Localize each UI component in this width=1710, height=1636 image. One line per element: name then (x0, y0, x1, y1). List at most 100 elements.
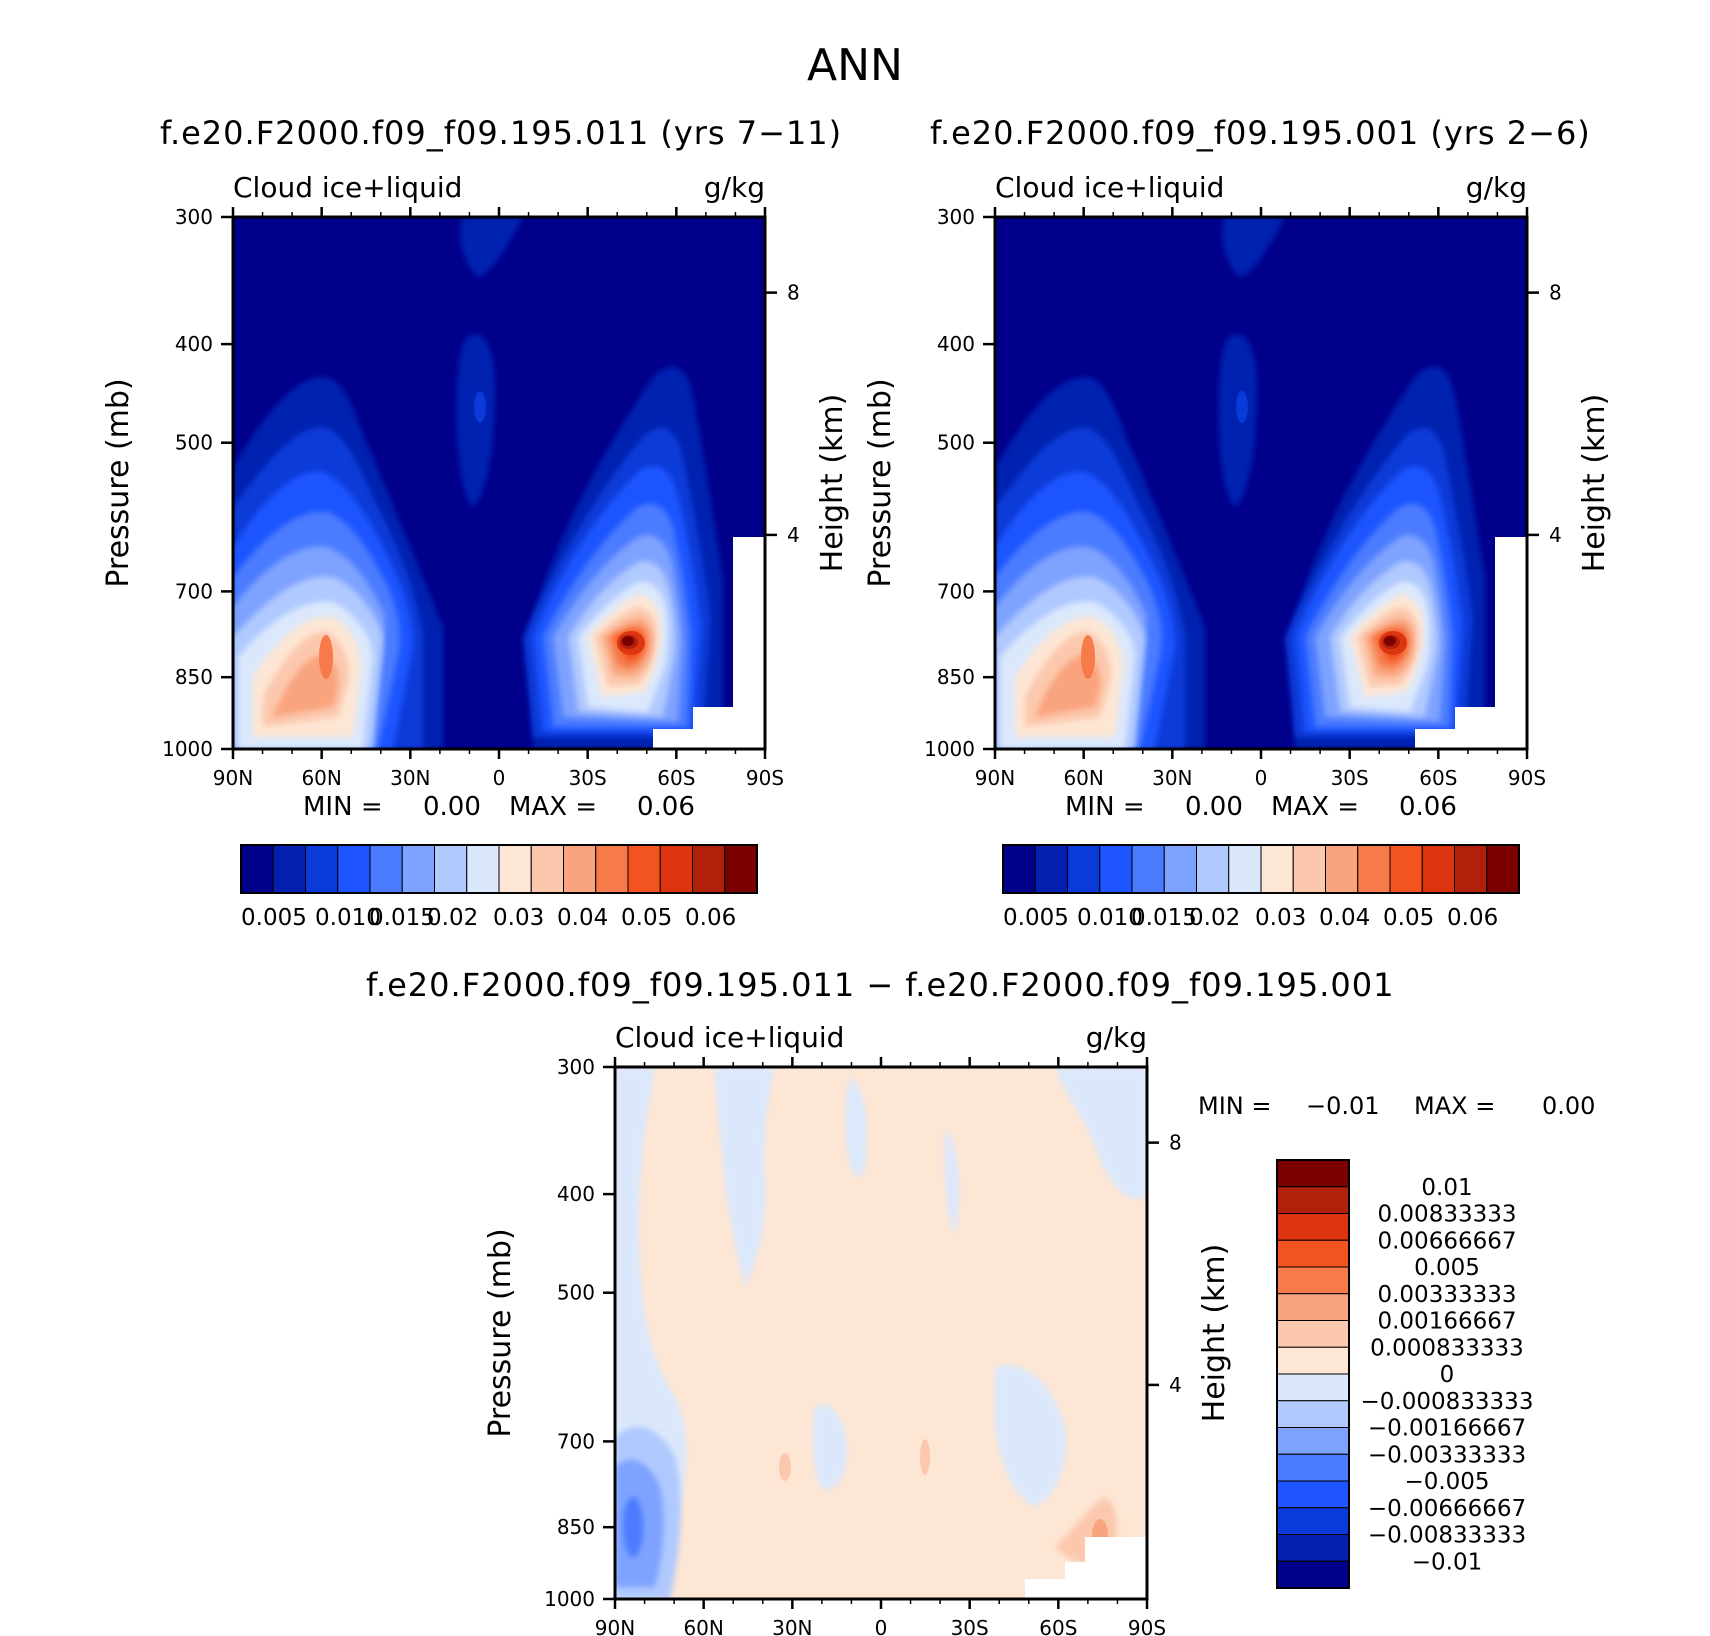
x-tick-label: 90S (746, 766, 784, 790)
height-tick-label: 4 (787, 523, 800, 547)
units-label: g/kg (704, 171, 765, 204)
colorbar-swatch (1454, 844, 1488, 894)
variable-label: Cloud ice+liquid (233, 171, 462, 204)
colorbar-swatch (401, 844, 435, 894)
y-axis-label: Pressure (mb) (101, 378, 136, 587)
y-axis-label: Pressure (mb) (863, 378, 898, 587)
colorbar-label: 0.06 (685, 905, 736, 931)
y-tick-label: 500 (175, 431, 213, 455)
colorbar-swatch (1276, 1213, 1350, 1241)
height-tick-label: 8 (787, 281, 800, 305)
y-tick-label: 700 (937, 579, 975, 603)
colorbar-label: 0.00833333 (1377, 1202, 1516, 1228)
units-label: g/kg (1466, 171, 1527, 204)
colorbar-swatch (1276, 1427, 1350, 1455)
colorbar-label: 0.005 (241, 905, 307, 931)
colorbar-swatch (1276, 1480, 1350, 1509)
y-tick-label: 850 (175, 665, 213, 689)
x-tick-label: 60S (657, 766, 695, 790)
colorbar-swatch (240, 844, 274, 894)
x-tick-label: 60N (1063, 766, 1103, 790)
colorbar-label: 0.03 (1255, 905, 1306, 931)
max-label: MAX = (1414, 1092, 1495, 1120)
min-label: MIN = (1065, 792, 1145, 822)
x-tick-label: 60N (301, 766, 341, 790)
colorbar-label: 0.05 (621, 905, 672, 931)
height-tick-label: 4 (1169, 1373, 1182, 1397)
colorbar-swatch (1163, 844, 1197, 894)
x-tick-label: 30S (569, 766, 607, 790)
colorbar-label: 0.00333333 (1377, 1282, 1516, 1308)
colorbar-swatch (1276, 1373, 1350, 1402)
x-tick-label: 30S (951, 1616, 989, 1636)
y-tick-label: 400 (175, 332, 213, 356)
min-label: MIN = (1198, 1092, 1271, 1120)
plot-layer: 90N 60N 30N 0 30S 60S 90S 300 400 500 700 850 1000 8 4… (101, 171, 1612, 1636)
x-tick-label: 60S (1419, 766, 1457, 790)
colorbar-swatch (1486, 844, 1520, 894)
min-value: 0.00 (423, 792, 481, 822)
colorbar-label: 0.05 (1383, 905, 1434, 931)
x-tick-label: 30N (772, 1616, 812, 1636)
colorbar-label: 0.005 (1003, 905, 1069, 931)
max-value: 0.06 (1399, 792, 1457, 822)
colorbar-swatch (595, 844, 629, 894)
colorbar-swatch (1276, 1320, 1350, 1348)
max-value: 0.00 (1542, 1092, 1595, 1120)
colorbar-swatch (1357, 844, 1391, 894)
colorbar-swatch (498, 844, 532, 894)
colorbar-swatch (627, 844, 661, 894)
y-axis-label: Pressure (mb) (483, 1228, 518, 1437)
x-tick-label: 0 (875, 1616, 888, 1636)
height-axis-label: Height (km) (1577, 394, 1612, 573)
colorbar-swatch (1276, 1560, 1350, 1589)
y-tick-label: 1000 (544, 1587, 595, 1611)
colorbar-label: 0.04 (557, 905, 608, 931)
colorbar-swatch (1276, 1534, 1350, 1562)
y-tick-label: 1000 (162, 737, 213, 761)
height-tick-label: 4 (1549, 523, 1562, 547)
colorbar-swatch (1196, 844, 1230, 894)
y-tick-label: 500 (557, 1281, 595, 1305)
colorbar-label: 0.015 (369, 905, 435, 931)
x-tick-label: 90S (1128, 1616, 1166, 1636)
colorbar-swatch (1228, 844, 1262, 894)
colorbar-swatch (1276, 1239, 1350, 1268)
x-tick-label: 90N (975, 766, 1015, 790)
colorbar-swatch (369, 844, 403, 894)
colorbar-swatch (1325, 844, 1359, 894)
y-tick-label: 700 (557, 1429, 595, 1453)
colorbar-label: 0.00666667 (1377, 1228, 1516, 1254)
panel-title-control: f.e20.F2000.f09_f09.195.001 (yrs 2−6) (930, 114, 1591, 152)
colorbar-label: 0.04 (1319, 905, 1370, 931)
colorbar-swatch (337, 844, 371, 894)
colorbar-swatch (1276, 1266, 1350, 1295)
colorbar-frame (1002, 844, 1520, 894)
max-label: MAX = (1271, 792, 1359, 822)
colorbar-swatch (563, 844, 597, 894)
y-tick-label: 300 (557, 1055, 595, 1079)
x-tick-label: 30S (1331, 766, 1369, 790)
colorbar-label: −0.00333333 (1368, 1442, 1526, 1468)
height-axis-label: Height (km) (1197, 1244, 1232, 1423)
colorbar-label: 0.005 (1414, 1255, 1480, 1281)
x-tick-label: 30N (390, 766, 430, 790)
height-tick-label: 8 (1549, 281, 1562, 305)
colorbar-swatch (466, 844, 500, 894)
variable-label: Cloud ice+liquid (995, 171, 1224, 204)
x-tick-label: 0 (493, 766, 506, 790)
y-tick-label: 850 (557, 1515, 595, 1539)
colorbar-swatch (305, 844, 339, 894)
panel-title-case: f.e20.F2000.f09_f09.195.011 (yrs 7−11) (160, 114, 843, 152)
colorbar-swatch (1276, 1453, 1350, 1482)
colorbar-swatch (530, 844, 564, 894)
colorbar-swatch (692, 844, 726, 894)
colorbar-swatch (434, 844, 468, 894)
height-tick-label: 8 (1169, 1131, 1182, 1155)
colorbar-label: −0.00833333 (1368, 1523, 1526, 1549)
y-tick-label: 300 (937, 205, 975, 229)
colorbar-label: −0.005 (1404, 1469, 1489, 1495)
y-tick-label: 400 (937, 332, 975, 356)
colorbar-label: −0.000833333 (1361, 1389, 1534, 1415)
